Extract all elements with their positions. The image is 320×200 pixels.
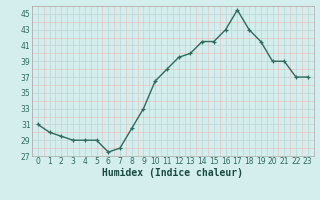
X-axis label: Humidex (Indice chaleur): Humidex (Indice chaleur)	[102, 168, 243, 178]
